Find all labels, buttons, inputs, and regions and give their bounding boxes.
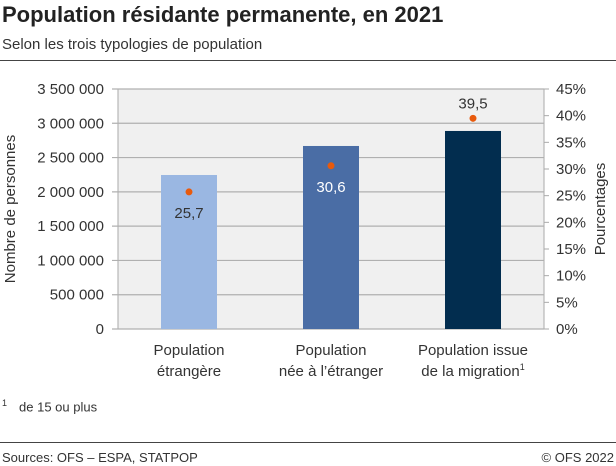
data-label: 39,5 bbox=[458, 95, 487, 112]
sources: Sources: OFS – ESPA, STATPOP bbox=[2, 450, 198, 465]
data-point bbox=[469, 114, 477, 122]
y-tick-label: 3 000 000 bbox=[37, 115, 104, 132]
y-tick-label: 2 500 000 bbox=[37, 150, 104, 167]
x-tick-label: née à l’étranger bbox=[279, 363, 383, 380]
y-right-tick-label: 45% bbox=[556, 81, 586, 98]
x-tick-label: Population bbox=[296, 342, 367, 359]
y-right-axis-label: Pourcentages bbox=[592, 163, 609, 256]
y-right-tick-label: 15% bbox=[556, 241, 586, 258]
divider bbox=[0, 442, 616, 443]
y-tick-label: 2 000 000 bbox=[37, 184, 104, 201]
y-tick-label: 500 000 bbox=[50, 287, 104, 304]
footnote-text: de 15 ou plus bbox=[19, 399, 98, 415]
y-tick-label: 1 000 000 bbox=[37, 252, 104, 269]
y-tick-label: 1 500 000 bbox=[37, 218, 104, 235]
divider bbox=[0, 60, 616, 61]
bar bbox=[303, 145, 359, 329]
y-right-tick-label: 20% bbox=[556, 214, 586, 231]
chart-svg: 0 500 000 1 000 000 1 500 000 2 000 000 2 500… bbox=[2, 81, 609, 380]
y-right-tick-label: 10% bbox=[556, 268, 586, 285]
y-right-tick-label: 35% bbox=[556, 134, 586, 151]
x-tick-label: étrangère bbox=[157, 363, 221, 380]
x-tick-label: Population bbox=[154, 342, 225, 359]
y-axis-label: Nombre de personnes bbox=[2, 135, 19, 283]
data-label: 25,7 bbox=[174, 205, 203, 222]
y-right-tick-label: 40% bbox=[556, 108, 586, 125]
copyright: © OFS 2022 bbox=[541, 450, 614, 465]
data-point bbox=[185, 188, 193, 196]
y-right-tick-label: 25% bbox=[556, 188, 586, 205]
chart-subtitle: Selon les trois typologies de population bbox=[2, 36, 263, 53]
y-tick-label: 0 bbox=[96, 321, 104, 338]
y-right-tick-label: 30% bbox=[556, 161, 586, 178]
bar bbox=[445, 130, 501, 329]
footnote: 1 de 15 ou plus bbox=[2, 398, 97, 414]
y-tick-label: 3 500 000 bbox=[37, 81, 104, 98]
x-tick-label: de la migration1 bbox=[421, 362, 524, 380]
x-tick-label: Population issue bbox=[418, 342, 528, 359]
y-right-tick-label: 5% bbox=[556, 294, 578, 311]
data-point bbox=[327, 162, 335, 170]
bar bbox=[161, 174, 217, 329]
data-label: 30,6 bbox=[316, 179, 345, 196]
y-right-tick-label: 0% bbox=[556, 321, 578, 338]
chart-title: Population résidante permanente, en 2021 bbox=[2, 2, 444, 27]
footnote-marker: 1 bbox=[2, 398, 8, 408]
